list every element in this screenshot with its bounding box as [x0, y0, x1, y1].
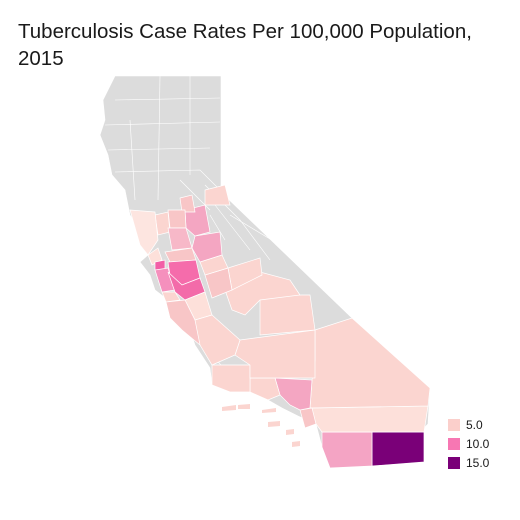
county-tulare — [259, 294, 316, 336]
legend-item-15: 15.0 — [448, 453, 518, 472]
legend-label-10: 10.0 — [466, 436, 490, 451]
county-ventura — [249, 377, 281, 401]
legend-swatch-10 — [448, 437, 460, 450]
county-santa-barbara — [211, 364, 251, 393]
legend-item-5: 5.0 — [448, 415, 518, 434]
channel-islands — [222, 404, 300, 447]
county-san-luis-obispo — [194, 314, 241, 366]
legend-label-5: 5.0 — [466, 417, 483, 432]
legend-swatch-15 — [448, 456, 460, 469]
map-title: Tuberculosis Case Rates Per 100,000 Popu… — [18, 20, 472, 70]
county-sonoma — [129, 209, 159, 256]
county-san-diego — [321, 431, 373, 469]
county-placer — [204, 184, 231, 206]
legend-swatch-5 — [448, 418, 460, 431]
county-san-bernardino — [309, 317, 431, 409]
county-san-joaquin — [191, 231, 223, 263]
county-riverside — [309, 405, 429, 433]
county-yolo — [167, 209, 187, 229]
legend: 5.0 10.0 15.0 — [448, 415, 518, 472]
county-santa-cruz — [161, 291, 181, 303]
legend-item-10: 10.0 — [448, 434, 518, 453]
legend-label-15: 15.0 — [466, 455, 490, 470]
county-shapes — [129, 184, 431, 469]
county-marin — [147, 247, 163, 266]
county-imperial — [371, 431, 425, 467]
county-sutter — [179, 194, 196, 213]
